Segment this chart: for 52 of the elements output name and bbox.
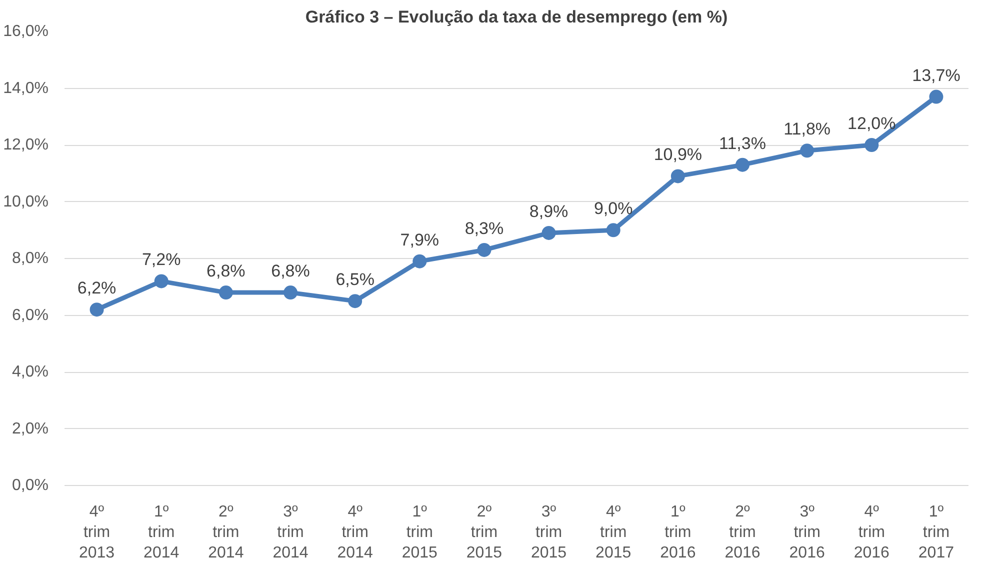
y-tick-label: 4,0%	[12, 364, 48, 380]
x-tick-label: 2º trim 2016	[724, 504, 760, 562]
x-tick-label: 3º trim 2015	[530, 504, 567, 562]
data-label: 13,7%	[912, 66, 960, 85]
chart-title: Gráfico 3 – Evolução da taxa de desemprego (em %)	[305, 8, 728, 26]
point	[284, 286, 298, 300]
data-label: 6,5%	[336, 270, 374, 290]
y-tick-label: 2,0%	[12, 420, 48, 438]
point	[90, 302, 104, 317]
point	[154, 274, 168, 288]
data-label: 6,8%	[271, 262, 310, 281]
point	[477, 243, 492, 257]
y-tick-label: 10,0%	[3, 193, 49, 210]
x-tick-label: 4º trim 2015	[596, 504, 632, 562]
data-label: 6,2%	[77, 278, 116, 298]
x-tick-label: 1º trim 2014	[144, 504, 180, 562]
x-tick-label: 3º trim 2016	[789, 504, 825, 562]
y-tick-label: 12,0%	[3, 136, 49, 154]
x-tick-label: 2º trim 2015	[466, 504, 502, 562]
x-tick-label: 1º trim 2016	[660, 504, 696, 562]
y-tick-label: 0,0%	[12, 477, 48, 494]
point	[929, 90, 944, 104]
y-tick-label: 6,0%	[12, 306, 48, 324]
point	[218, 286, 233, 300]
data-label: 11,3%	[719, 134, 766, 153]
data-label: 7,9%	[400, 230, 440, 250]
y-tick-label: 16,0%	[3, 23, 49, 40]
point	[800, 144, 814, 158]
point	[670, 169, 685, 184]
data-label: 12,0%	[848, 114, 896, 133]
data-label: 8,3%	[464, 218, 504, 238]
data-label: 8,9%	[529, 202, 568, 221]
x-tick-label: 1º trim 2017	[918, 504, 954, 562]
point	[542, 226, 556, 240]
x-tick-label: 4º trim 2013	[78, 504, 115, 562]
data-label: 7,2%	[142, 250, 181, 270]
data-label: 6,8%	[206, 262, 246, 281]
data-label: 10,9%	[654, 145, 702, 164]
x-tick-label: 1º trim 2015	[402, 504, 438, 562]
x-tick-label: 2º trim 2014	[208, 504, 244, 562]
x-tick-label: 4º trim 2014	[337, 504, 373, 562]
y-tick-label: 8,0%	[12, 250, 48, 267]
data-label: 9,0%	[594, 199, 633, 218]
point	[412, 254, 427, 268]
data-label: 11,8%	[784, 120, 831, 139]
point	[864, 138, 879, 152]
point	[606, 223, 620, 238]
point	[736, 158, 750, 172]
x-tick-label: 4º trim 2016	[854, 504, 890, 562]
x-tick-label: 3º trim 2014	[272, 504, 308, 562]
point	[348, 294, 362, 308]
y-tick-label: 14,0%	[3, 80, 49, 97]
